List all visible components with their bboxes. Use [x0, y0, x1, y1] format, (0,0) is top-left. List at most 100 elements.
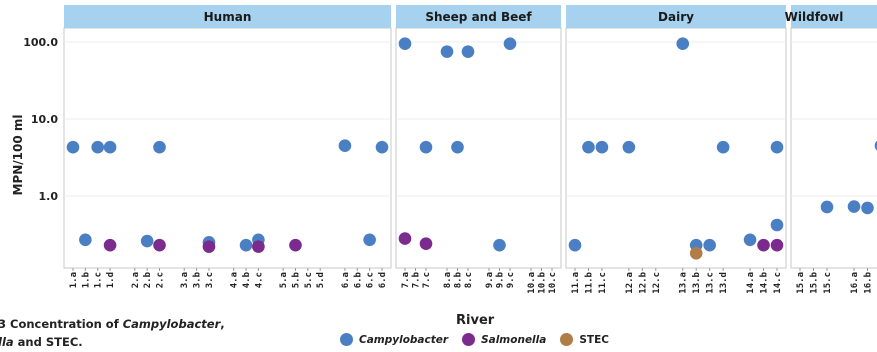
x-tick-label-13-a: 13.a — [679, 272, 689, 294]
point-salmonella-4-c — [252, 240, 265, 253]
panel-human-plot-area — [63, 27, 392, 269]
panel-title-human: Human — [204, 10, 252, 24]
x-tick-label-2-c: 2.c — [156, 272, 166, 288]
x-tick-label-1-b: 1.b — [81, 271, 91, 288]
point-campylobacter-11-b — [582, 140, 595, 154]
y-tick-label-100-0: 100.0 — [23, 36, 58, 49]
x-tick-label-4-c: 4.c — [254, 272, 264, 288]
point-campylobacter-14-c — [770, 140, 784, 154]
point-campylobacter-8-b — [451, 140, 464, 154]
x-tick-label-5-c: 5.c — [304, 272, 314, 288]
point-campylobacter-7-a — [398, 37, 412, 51]
x-tick-label-9-c: 9.c — [506, 272, 516, 288]
point-campylobacter-16-c — [874, 140, 877, 151]
x-tick-label-14-a: 14.a — [746, 272, 756, 294]
panel-sheep-and-beef-header — [396, 5, 561, 28]
point-campylobacter-2-c — [153, 140, 166, 154]
x-tick-label-9-a: 9.a — [485, 272, 495, 288]
point-campylobacter-6-c — [363, 233, 376, 247]
point-campylobacter-15-c — [820, 200, 834, 214]
x-tick-label-5-d: 5.d — [316, 272, 326, 288]
x-tick-label-7-c: 7.c — [422, 272, 432, 288]
x-tick-label-11-c: 11.c — [598, 272, 608, 294]
x-tick-label-5-a: 5.a — [279, 272, 289, 288]
campylobacter-swatch-icon — [340, 333, 353, 346]
point-campylobacter-1-a — [66, 140, 80, 154]
panel-dairy-header — [566, 5, 786, 28]
x-tick-label-15-b: 15.b — [810, 271, 820, 293]
point-salmonella-7-c — [419, 237, 433, 251]
figure-caption-line-1: 3 Concentration of Campylobacter, — [0, 317, 225, 331]
x-tick-label-2-b: 2.b — [143, 271, 153, 288]
x-tick-label-6-d: 6.d — [378, 272, 388, 288]
x-tick-label-11-b: 11.b — [584, 271, 594, 293]
x-tick-label-10-c: 10.c — [548, 272, 558, 294]
x-tick-label-3-a: 3.a — [180, 272, 190, 288]
point-campylobacter-11-a — [568, 238, 582, 252]
x-tick-label-3-c: 3.c — [205, 272, 215, 288]
point-campylobacter-16-a — [847, 200, 861, 213]
x-tick-label-8-b: 8.b — [454, 271, 464, 288]
x-tick-label-13-b: 13.b — [692, 271, 702, 293]
salmonella-swatch-icon — [462, 333, 476, 346]
x-tick-label-3-b: 3.b — [193, 271, 203, 288]
point-campylobacter-13-a — [676, 37, 690, 51]
point-salmonella-1-d — [103, 238, 117, 252]
point-salmonella-7-a — [398, 232, 412, 245]
x-tick-label-6-c: 6.c — [366, 272, 376, 288]
point-campylobacter-13-d — [716, 140, 730, 154]
point-campylobacter-11-c — [595, 140, 609, 154]
panel-title-dairy: Dairy — [658, 10, 694, 24]
point-campylobacter-13-c — [703, 238, 716, 252]
x-tick-label-8-a: 8.a — [443, 272, 453, 288]
point-campylobacter-6-d — [375, 140, 389, 154]
point-campylobacter-2-b — [140, 234, 154, 248]
point-campylobacter-4-b — [239, 238, 253, 252]
x-tick-label-9-b: 9.b — [496, 271, 506, 288]
point-campylobacter-14-a — [743, 233, 757, 247]
legend-title: River — [456, 313, 495, 328]
point-campylobacter-1-d — [103, 140, 117, 154]
point-salmonella-14-c — [770, 238, 784, 252]
point-campylobacter-9-c — [503, 37, 517, 51]
x-tick-label-16-b: 16.b — [864, 271, 874, 293]
panel-wildfowl-header — [791, 5, 877, 28]
x-tick-label-12-b: 12.b — [638, 271, 648, 293]
panel-title-sheep-and-beef: Sheep and Beef — [425, 10, 532, 24]
point-salmonella-5-b — [289, 238, 302, 252]
y-tick-label-10-0: 10.0 — [31, 113, 58, 126]
x-tick-label-16-a: 16.a — [850, 272, 860, 294]
x-tick-label-5-b: 5.b — [291, 271, 301, 288]
x-tick-label-1-d: 1.d — [106, 272, 116, 288]
point-campylobacter-14-c — [770, 218, 784, 232]
x-tick-label-14-b: 14.b — [760, 271, 770, 293]
point-salmonella-14-b — [757, 238, 770, 252]
x-tick-label-7-a: 7.a — [401, 272, 411, 288]
x-tick-label-14-c: 14.c — [773, 272, 783, 294]
x-tick-label-4-a: 4.a — [230, 272, 240, 288]
y-axis-label: MPN/100 ml — [11, 114, 25, 195]
figure-caption-line-2: lla and STEC. — [0, 335, 83, 349]
point-campylobacter-1-c — [91, 140, 105, 154]
legend-item-campylobacter[interactable]: Campylobacter — [340, 333, 448, 346]
legend-item-salmonella[interactable]: Salmonella — [462, 333, 546, 346]
legend: Campylobacter Salmonella STEC — [340, 333, 623, 346]
stec-swatch-icon — [560, 333, 574, 346]
x-tick-label-15-c: 15.c — [823, 272, 833, 294]
point-campylobacter-1-b — [79, 233, 92, 247]
x-tick-label-8-c: 8.c — [464, 272, 474, 288]
x-tick-label-2-a: 2.a — [131, 272, 141, 288]
x-tick-label-1-a: 1.a — [69, 272, 79, 288]
point-campylobacter-6-a — [338, 139, 352, 153]
y-tick-label-1-0: 1.0 — [39, 190, 59, 203]
legend-item-stec[interactable]: STEC — [560, 333, 609, 346]
point-campylobacter-7-c — [419, 140, 433, 154]
point-salmonella-2-c — [153, 238, 166, 252]
x-tick-label-1-c: 1.c — [94, 272, 104, 288]
x-tick-label-10-b: 10.b — [538, 271, 548, 293]
x-tick-label-13-c: 13.c — [706, 272, 716, 294]
point-campylobacter-8-c — [461, 45, 475, 58]
panel-title-wildfowl: Wildfowl — [785, 10, 844, 24]
point-campylobacter-9-b — [493, 238, 506, 252]
